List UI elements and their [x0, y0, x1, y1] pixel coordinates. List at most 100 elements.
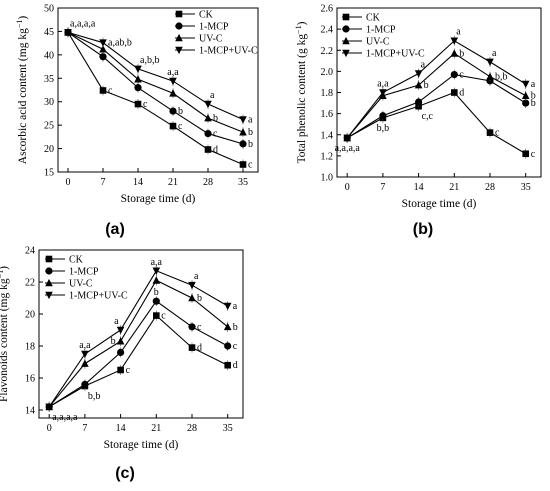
significance-label: a,a,a,a [335, 143, 361, 154]
data-point [99, 39, 107, 47]
series-1-mcp [45, 296, 232, 412]
data-point [152, 267, 161, 275]
legend-label: CK [199, 10, 214, 21]
y-tick-label: 20 [25, 310, 35, 321]
legend-marker [175, 33, 183, 42]
x-tick-label: 14 [133, 177, 143, 188]
series-line [67, 31, 244, 133]
y-tick-label: 30 [44, 97, 54, 108]
data-point [223, 322, 232, 331]
significance-label: b [531, 98, 536, 109]
data-point [522, 150, 529, 158]
y-tick-label: 1.6 [321, 109, 334, 120]
data-point [99, 53, 107, 61]
significance-label: d [459, 88, 464, 99]
legend-marker [342, 13, 350, 21]
series-uv-c [45, 275, 232, 412]
legend-marker [45, 255, 53, 263]
y-tick-label: 14 [25, 406, 35, 417]
y-tick-label: 2.4 [321, 25, 334, 36]
series-line [346, 73, 526, 139]
data-point [134, 100, 142, 108]
data-point [451, 89, 458, 96]
legend-label: CK [69, 255, 84, 266]
significance-label: b,b [88, 391, 101, 402]
significance-label: b [111, 336, 116, 347]
panel-label: (b) [413, 221, 433, 238]
x-tick-label: 7 [101, 177, 106, 188]
y-axis-label: Ascorbic acid content (mg kg−1) [15, 16, 29, 165]
significance-label: b [248, 139, 253, 150]
legend-label: UV-C [366, 37, 390, 48]
significance-label: a,a [167, 67, 179, 78]
significance-label: b [154, 287, 159, 298]
legend-label: CK [366, 13, 381, 24]
data-point [204, 146, 212, 153]
data-point [81, 350, 89, 359]
series-line [67, 31, 244, 121]
legend-label: UV-C [69, 279, 93, 290]
chart-panel-2: 1.0 1.2 1.4 1.6 1.8 2.0 2.2 2.4 2.6 0 7 14 21 28 35 Sto… [294, 4, 542, 238]
y-tick-label: 2.6 [321, 4, 334, 15]
data-point [188, 293, 196, 302]
significance-label: a,ab,b [108, 38, 132, 49]
x-axis-label: Storage time (d) [121, 193, 196, 205]
data-point [204, 114, 212, 122]
data-point [134, 75, 142, 83]
series-uv-c [343, 48, 530, 143]
data-point [134, 65, 142, 74]
panel-label: (a) [105, 221, 125, 238]
significance-label: a [456, 27, 461, 38]
data-point [450, 49, 459, 57]
series-1-mcp-uv-c [45, 265, 232, 412]
data-point [239, 140, 247, 148]
y-tick-label: 1.2 [321, 151, 334, 162]
x-tick-label: 7 [82, 423, 87, 434]
data-point [81, 380, 89, 388]
x-tick-label: 28 [187, 423, 197, 434]
data-point [188, 281, 196, 290]
significance-label: b [424, 80, 429, 91]
y-tick-label: 35 [44, 74, 54, 85]
series-ck [45, 310, 231, 412]
data-point [379, 112, 387, 120]
data-point [239, 161, 247, 168]
y-tick-label: 15 [44, 168, 54, 179]
data-point [379, 89, 387, 97]
series-line [67, 32, 244, 166]
data-point [169, 77, 177, 86]
y-tick-label: 2.2 [321, 46, 334, 57]
data-point [117, 366, 124, 374]
significance-label: a [531, 79, 536, 90]
legend-label: 1-MCP+UV-C [69, 291, 128, 302]
legend-marker [342, 49, 350, 58]
data-point [223, 302, 232, 311]
data-point [99, 87, 107, 94]
significance-label: a [248, 115, 253, 126]
data-point [343, 134, 351, 143]
significance-label: c [178, 121, 183, 132]
series-1-mcp-uv-c [343, 35, 530, 143]
significance-label: a,b,b [140, 55, 159, 66]
significance-label: b,b [377, 123, 390, 134]
significance-label: d [213, 145, 218, 156]
legend-marker [45, 291, 53, 300]
legend-marker [45, 278, 53, 287]
significance-label: a [210, 90, 215, 101]
y-axis-label: Flavonoids content (mg kg−1) [0, 266, 10, 402]
significance-label: c [459, 70, 464, 81]
significance-label: b [248, 127, 253, 138]
y-tick-label: 1.4 [321, 130, 334, 141]
x-tick-label: 7 [380, 182, 385, 193]
significance-label: c [197, 322, 202, 333]
significance-label: a,a,a,a [70, 18, 96, 29]
legend-label: 1-MCP+UV-C [199, 46, 258, 57]
data-point [45, 403, 53, 411]
data-point [116, 337, 125, 345]
x-tick-label: 14 [116, 423, 126, 434]
legend-label: 1-MCP [366, 25, 396, 36]
y-tick-label: 50 [44, 4, 54, 15]
significance-label: d [197, 343, 202, 354]
